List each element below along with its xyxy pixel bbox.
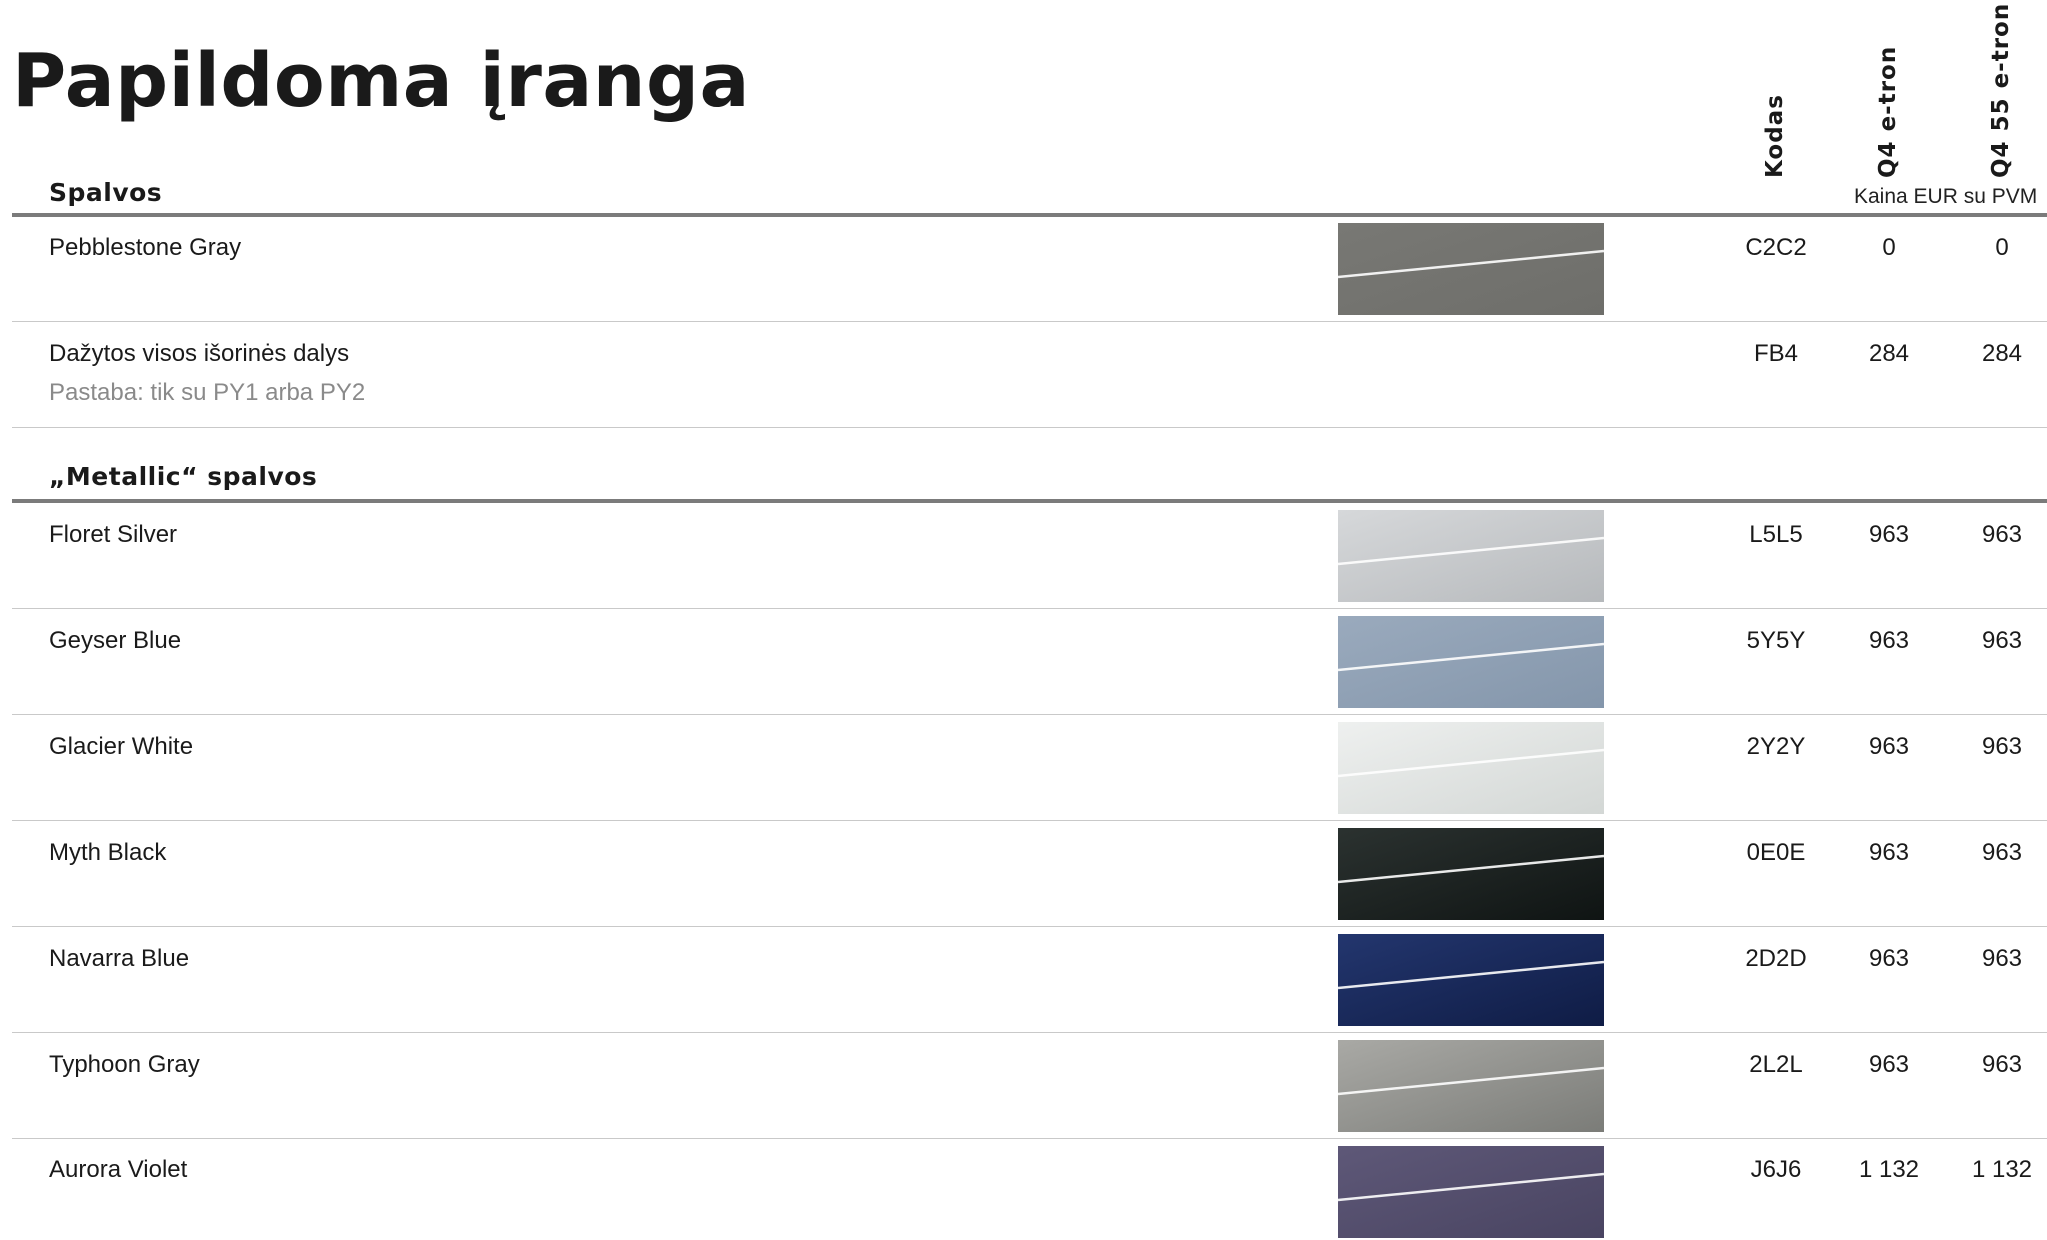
price-cell: 0 [1995,234,2009,261]
color-swatch [1338,828,1604,920]
row-name: Floret Silver [49,521,178,548]
code-cell: 2L2L [1749,1051,1803,1078]
row-name: Pebblestone Gray [49,234,242,261]
code-cell: J6J6 [1750,1156,1802,1183]
column-header-model2: Q4 55 e-tron [1988,2,2014,178]
price-cell: 963 [1868,733,1910,760]
color-swatch [1338,722,1604,814]
price-cell: 963 [1981,1051,2023,1078]
price-cell: 963 [1868,839,1910,866]
price-cell: 963 [1981,945,2023,972]
price-cell: 963 [1868,945,1910,972]
color-swatch [1338,1040,1604,1132]
code-cell: 2Y2Y [1746,733,1806,760]
code-cell: L5L5 [1749,521,1803,548]
column-header-model1: Q4 e-tron [1875,45,1901,178]
color-swatch [1338,510,1604,602]
page-title: Papildoma įranga [12,38,750,124]
price-cell: 0 [1882,234,1896,261]
price-cell: 963 [1981,521,2023,548]
code-cell: 0E0E [1746,839,1806,866]
column-header-code: Kodas [1762,94,1788,178]
row-name: Navarra Blue [49,945,190,972]
row-name: Aurora Violet [49,1156,188,1183]
section-title-metallic: „Metallic“ spalvos [49,462,318,491]
row-divider [12,1138,2047,1139]
code-cell: FB4 [1753,340,1798,367]
row-divider [12,714,2047,715]
color-swatch [1338,223,1604,315]
section-title-colors: Spalvos [49,178,163,207]
color-swatch [1338,616,1604,708]
color-swatch [1338,1146,1604,1238]
row-name: Typhoon Gray [49,1051,200,1078]
code-cell: C2C2 [1745,234,1807,261]
row-name: Glacier White [49,733,194,760]
price-note: Kaina EUR su PVM [1854,185,2038,208]
row-name: Geyser Blue [49,627,182,654]
price-cell: 963 [1981,627,2023,654]
price-cell: 284 [1868,340,1910,367]
row-note: Pastaba: tik su PY1 arba PY2 [49,379,366,406]
price-cell: 963 [1868,627,1910,654]
row-name: Dažytos visos išorinės dalys [49,340,350,367]
price-cell: 1 132 [1971,1156,2033,1183]
color-swatch [1338,934,1604,1026]
row-divider [12,1032,2047,1033]
price-cell: 1 132 [1858,1156,1920,1183]
price-cell: 963 [1868,1051,1910,1078]
price-cell: 284 [1981,340,2023,367]
row-divider [12,427,2047,428]
price-cell: 963 [1981,839,2023,866]
row-name: Myth Black [49,839,167,866]
row-divider [12,608,2047,609]
price-cell: 963 [1981,733,2023,760]
section-divider [12,213,2047,217]
row-divider [12,926,2047,927]
row-divider [12,321,2047,322]
row-divider [12,820,2047,821]
section-divider [12,499,2047,503]
price-cell: 963 [1868,521,1910,548]
code-cell: 2D2D [1745,945,1807,972]
code-cell: 5Y5Y [1746,627,1806,654]
